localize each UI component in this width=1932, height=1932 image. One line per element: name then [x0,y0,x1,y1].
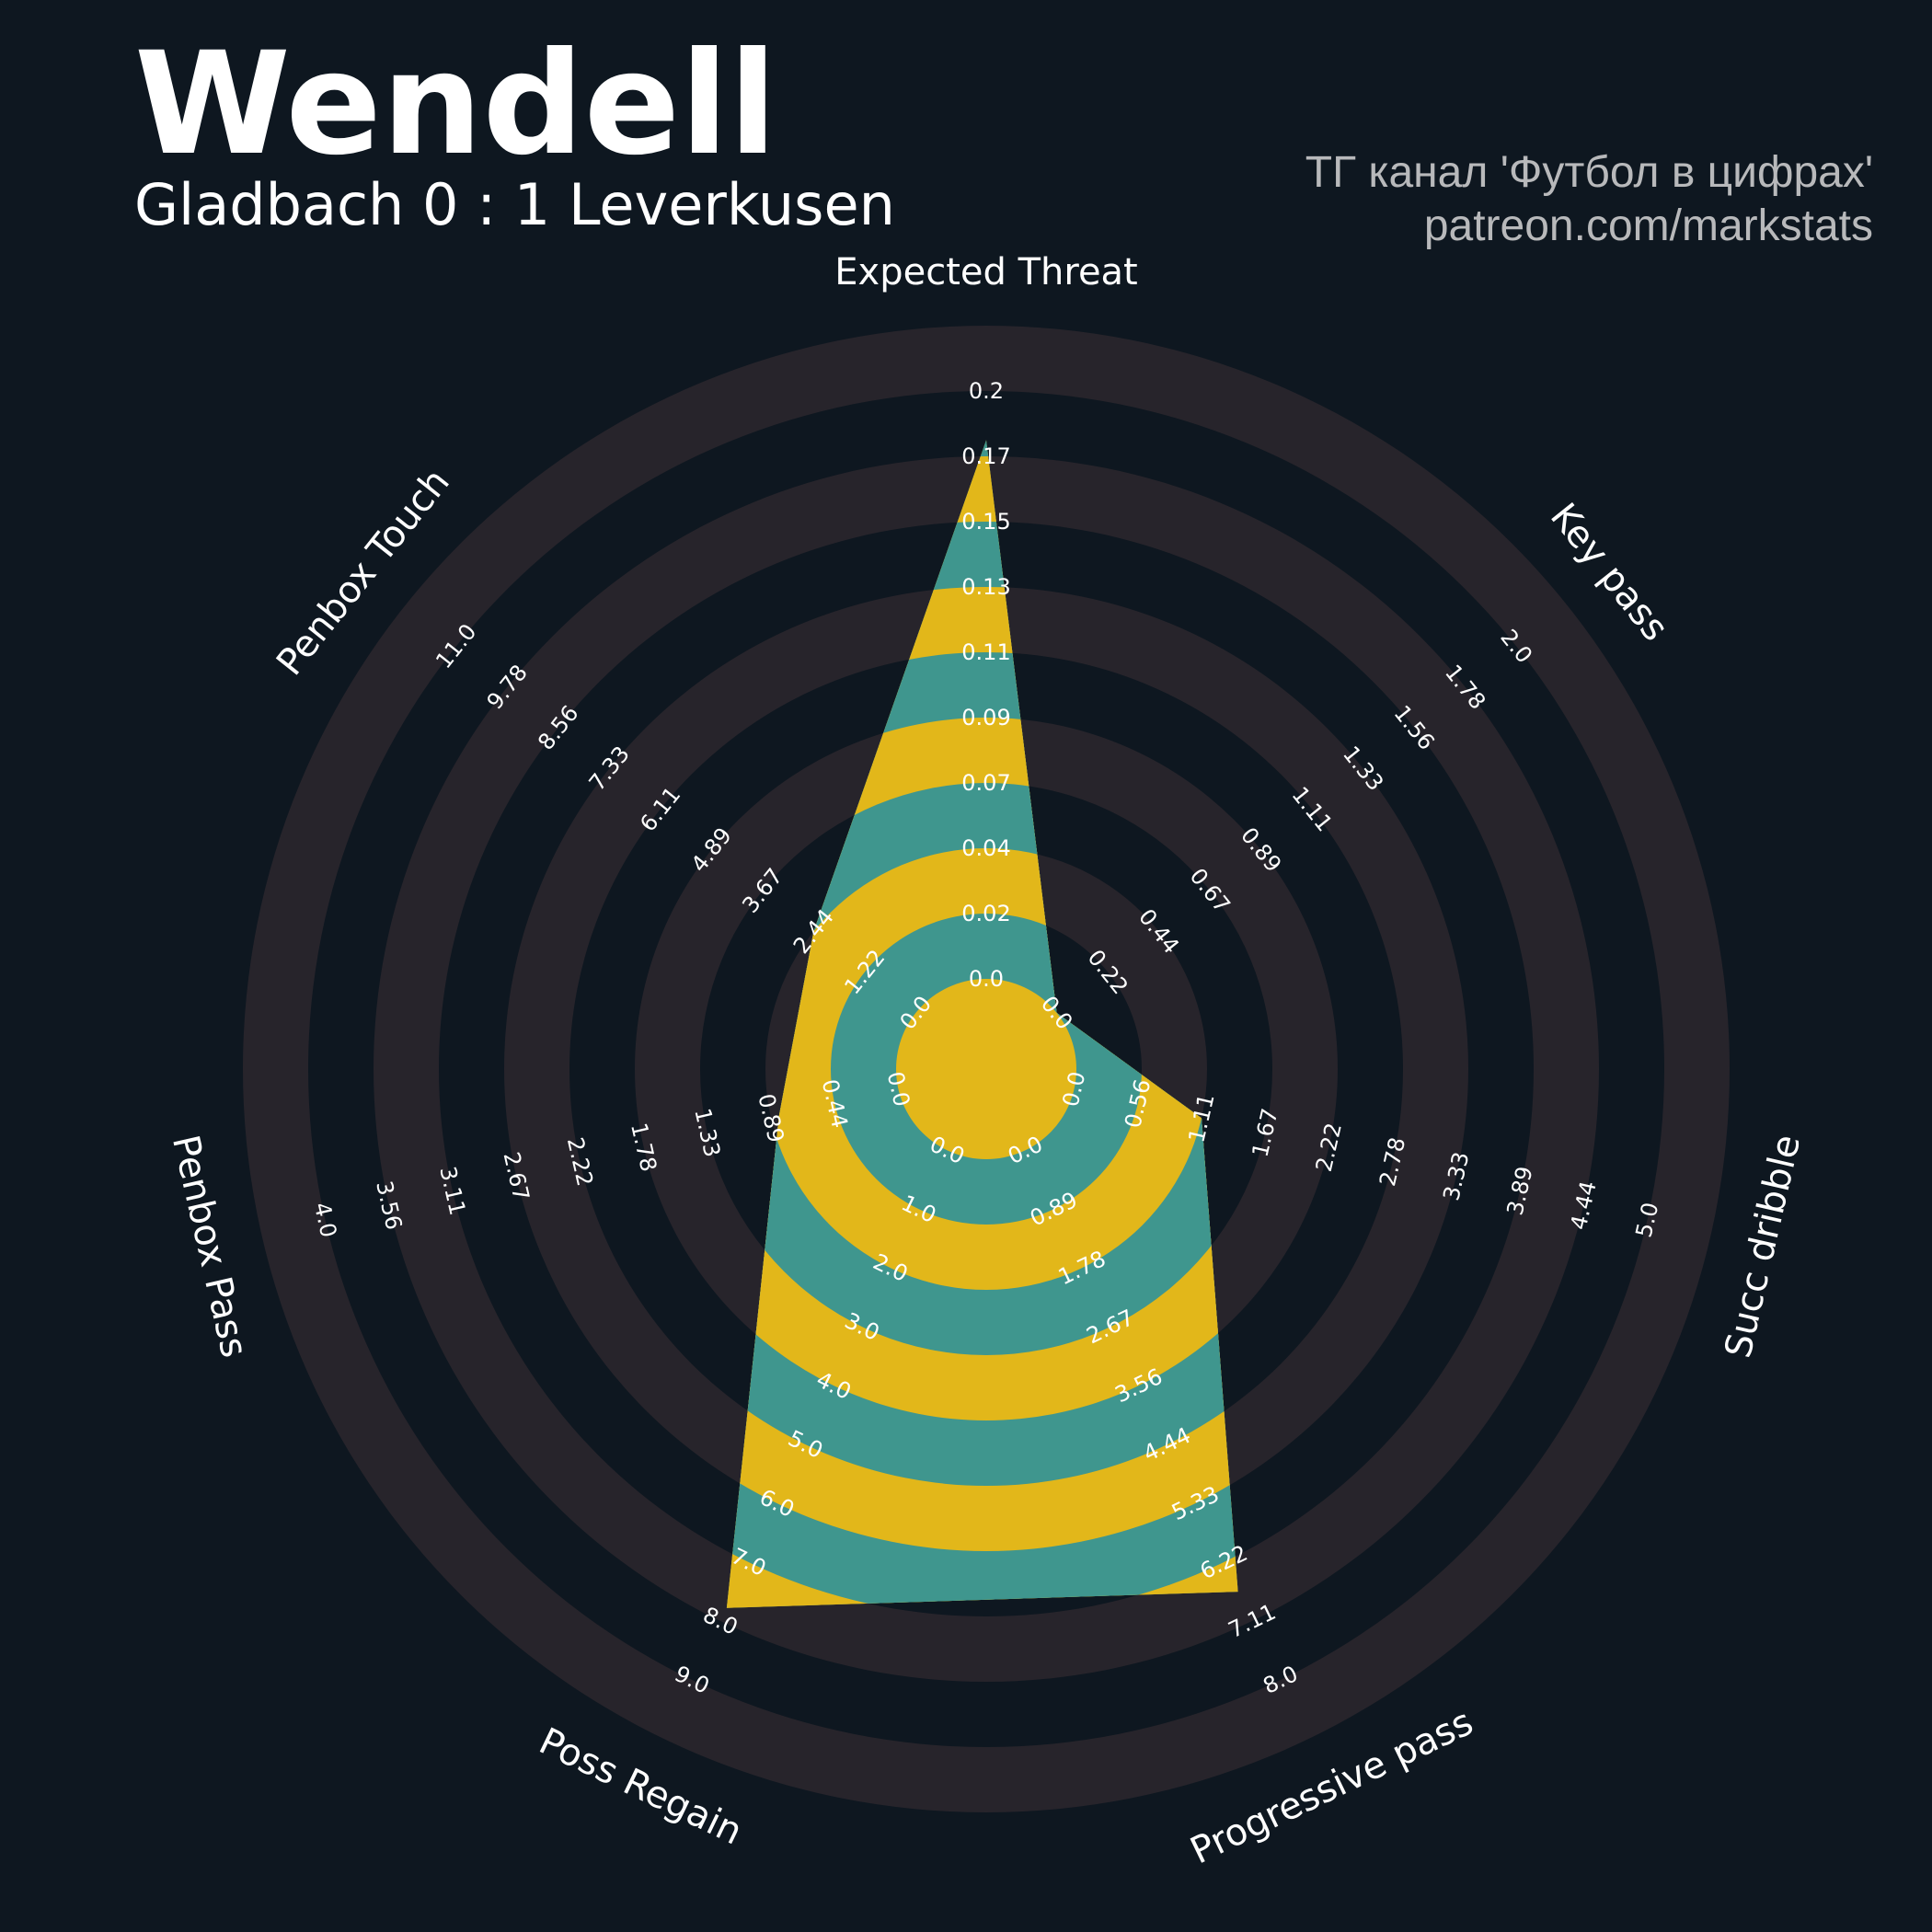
tick-label-expected-threat: 0.15 [961,509,1010,535]
tick-label-expected-threat: 0.17 [961,443,1010,469]
tick-label-expected-threat: 0.13 [961,574,1010,600]
tick-label-expected-threat: 0.11 [961,639,1010,665]
radar-center [896,979,1076,1159]
tick-label-expected-threat: 0.0 [969,966,1004,992]
telegram-channel-credit: ТГ канал 'Футбол в цифрах' [1305,148,1873,197]
patreon-credit: patreon.com/markstats [1423,201,1873,250]
tick-label-expected-threat: 0.07 [961,770,1010,796]
tick-label-expected-threat: 0.2 [969,378,1004,404]
tick-label-expected-threat: 0.02 [961,901,1010,926]
player-name-title: Wendell [134,22,777,187]
param-label-expected-threat: Expected Threat [834,251,1138,293]
tick-label-expected-threat: 0.09 [961,705,1010,730]
param-label-penbox-pass: Penbox Pass [164,1132,256,1362]
param-label-succ-dribble: Succ dribble [1717,1131,1809,1362]
match-score-subtitle: Gladbach 0 : 1 Leverkusen [134,171,895,238]
tick-label-expected-threat: 0.04 [961,835,1010,861]
